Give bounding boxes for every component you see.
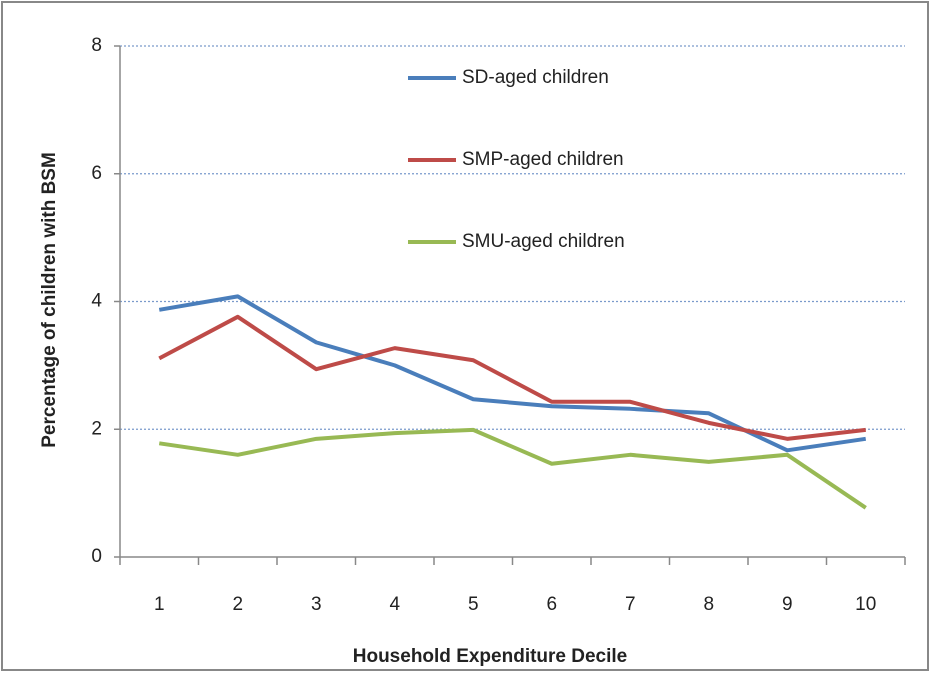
x-tick-label: 4: [389, 594, 400, 615]
legend-label: SD-aged children: [462, 67, 609, 88]
y-tick-label: 6: [91, 163, 102, 184]
y-tick-label: 2: [91, 418, 102, 439]
y-tick-label: 4: [91, 291, 102, 312]
series-line: [158, 427, 867, 510]
x-tick-label: 1: [154, 594, 165, 615]
x-tick-label: 7: [625, 594, 636, 615]
y-tick-label: 0: [91, 546, 102, 567]
series-line: [158, 314, 866, 441]
y-tick-label: 8: [91, 35, 102, 56]
legend-label: SMU-aged children: [462, 231, 625, 252]
x-tick-label: 5: [468, 594, 479, 615]
x-axis-title: Household Expenditure Decile: [353, 646, 628, 667]
legend-label: SMP-aged children: [462, 149, 624, 170]
x-tick-label: 6: [546, 594, 557, 615]
x-tick-label: 9: [782, 594, 793, 615]
x-tick-label: 2: [232, 594, 243, 615]
y-axis-title: Percentage of children with BSM: [39, 152, 60, 448]
x-tick-label: 3: [311, 594, 322, 615]
x-tick-label: 8: [703, 594, 714, 615]
x-tick-label: 10: [855, 594, 876, 615]
